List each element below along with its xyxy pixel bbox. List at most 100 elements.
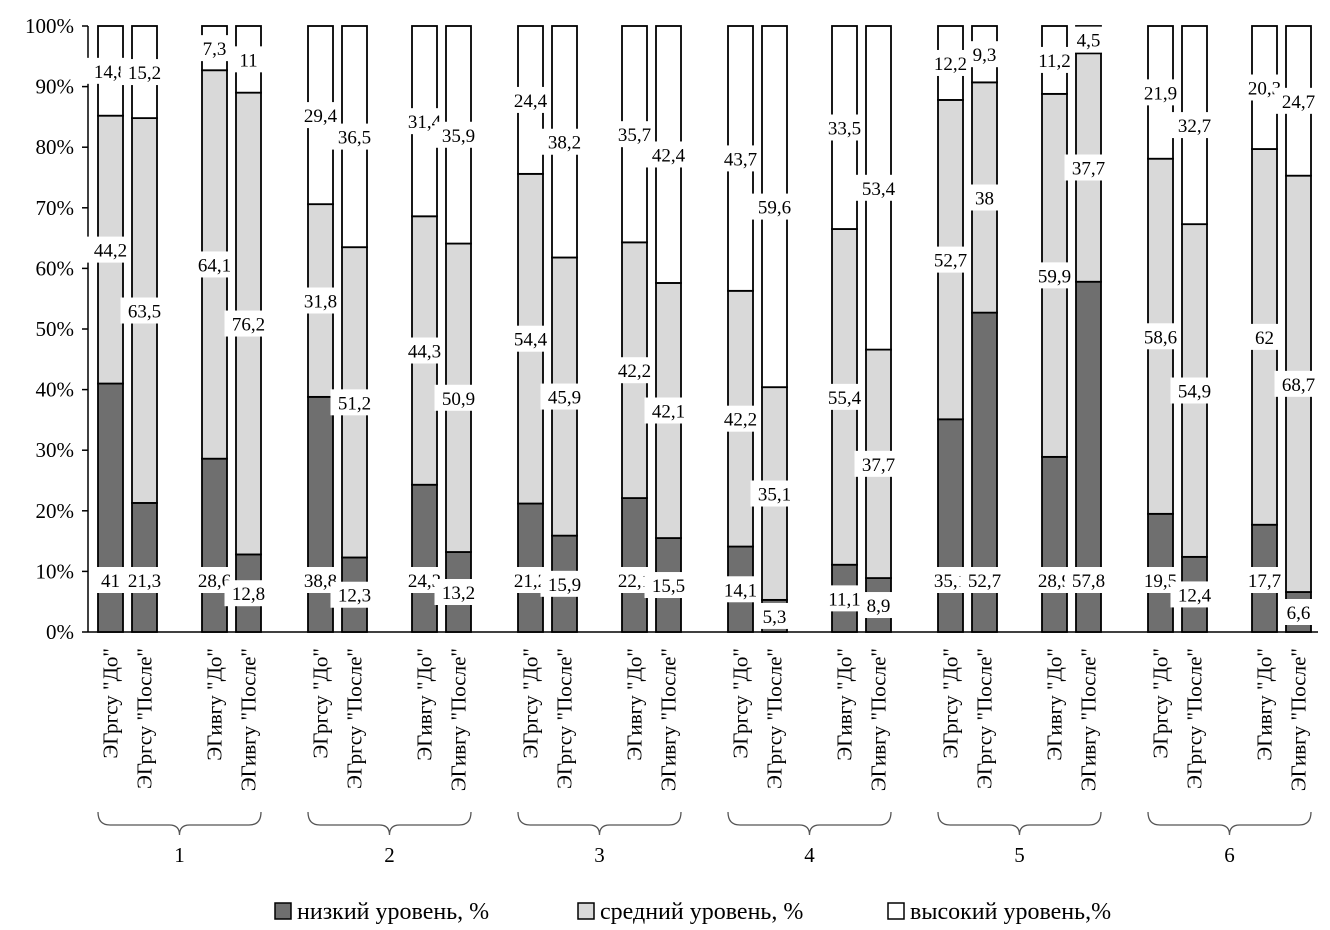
x-category-label: ЭГивгу "После" [657, 648, 681, 791]
group-brace [517, 811, 682, 836]
group-label: 4 [804, 843, 815, 867]
data-label-bg [1064, 154, 1113, 181]
group-label: 6 [1224, 843, 1235, 867]
data-label-high: 14,8 [94, 62, 127, 83]
bar-segment-low [1041, 455, 1068, 633]
data-label-bg [296, 287, 345, 314]
data-label-high: 42,4 [652, 145, 686, 166]
data-label-low: 12,8 [232, 584, 265, 605]
data-label-low: 19,5 [1144, 571, 1177, 592]
data-label-high: 59,6 [758, 198, 791, 219]
data-label-bg [120, 297, 169, 324]
data-label-bg [750, 193, 799, 220]
x-category-label: ЭГргсу "До" [939, 648, 963, 759]
y-tick-label: 90% [36, 75, 75, 99]
x-category-label: ЭГргсу "После" [133, 648, 157, 789]
data-label-mid: 45,9 [548, 388, 581, 409]
data-label-low: 15,5 [652, 576, 685, 597]
data-label-mid: 51,2 [338, 393, 371, 414]
x-category-label: ЭГивгу "До" [623, 648, 647, 761]
data-label-bg [120, 59, 169, 86]
data-label-low: 21,2 [514, 571, 547, 592]
y-tick-label: 0% [46, 620, 74, 644]
data-label-bg [644, 141, 693, 168]
data-label-bg [1064, 567, 1113, 593]
data-label-high: 53,4 [862, 179, 896, 200]
group-brace [307, 811, 472, 836]
data-label-bg [854, 174, 903, 201]
x-category-label: ЭГргсу "После" [553, 648, 577, 789]
y-tick-label: 60% [36, 256, 75, 280]
data-label-bg [96, 567, 125, 593]
y-tick-label: 40% [36, 378, 75, 402]
data-label-high: 33,5 [828, 119, 861, 140]
data-label-mid: 64,1 [198, 255, 231, 276]
x-category-label: ЭГивгу "После" [1287, 648, 1311, 791]
legend-label: средний уровень, % [600, 899, 803, 925]
data-label-mid: 42,2 [618, 361, 651, 382]
data-label-bg [716, 145, 765, 172]
data-label-low: 57,8 [1072, 571, 1105, 592]
data-label-bg [434, 579, 483, 606]
data-label-bg [1274, 87, 1323, 114]
data-label-mid: 59,9 [1038, 266, 1071, 287]
data-label-bg [1136, 79, 1185, 106]
data-label-low: 22,1 [618, 571, 651, 592]
bar-segment-low [307, 395, 334, 633]
x-category-label: ЭГргсу "После" [343, 648, 367, 789]
data-label-mid: 55,4 [828, 388, 862, 409]
data-label-high: 21,9 [1144, 83, 1177, 104]
data-label-low: 28,6 [198, 571, 231, 592]
group-brace [727, 811, 892, 836]
data-label-mid: 42,1 [652, 402, 685, 423]
x-category-label: ЭГргсу "До" [99, 648, 123, 759]
data-label-bg [540, 128, 589, 155]
data-label-bg [234, 46, 263, 73]
bar-segment-low [201, 457, 228, 633]
data-label-mid: 35,1 [758, 485, 791, 506]
data-label-bg [970, 184, 999, 211]
data-label-mid: 54,9 [1178, 382, 1211, 403]
data-label-low: 41 [101, 571, 120, 592]
data-label-bg [960, 567, 1009, 593]
data-label-bg [506, 86, 555, 113]
data-label-bg [506, 325, 555, 352]
x-category-label: ЭГивгу "До" [833, 648, 857, 761]
data-label-mid: 38 [975, 188, 994, 209]
data-label-low: 17,7 [1248, 571, 1281, 592]
legend-swatch [887, 902, 905, 920]
data-label-mid: 50,9 [442, 389, 475, 410]
legend-swatch [274, 902, 292, 920]
data-label-low: 12,4 [1178, 585, 1212, 606]
data-label-bg [1136, 323, 1185, 350]
data-label-high: 20,3 [1248, 79, 1281, 100]
bar-segment-low [937, 418, 964, 633]
x-category-label: ЭГивгу "До" [203, 648, 227, 761]
data-label-low: 21,3 [128, 571, 161, 592]
data-label-bg [224, 310, 273, 337]
data-label-low: 28,9 [1038, 571, 1071, 592]
data-label-high: 4,5 [1077, 31, 1101, 52]
data-label-bg [1170, 377, 1219, 404]
data-label-high: 29,4 [304, 106, 338, 127]
data-label-bg [854, 450, 903, 477]
data-label-bg [1279, 599, 1318, 626]
x-category-label: ЭГргсу "До" [729, 648, 753, 759]
data-label-low: 24,3 [408, 571, 441, 592]
data-label-low: 35,1 [934, 571, 967, 592]
data-label-mid: 58,6 [1144, 327, 1177, 348]
data-label-bg [330, 581, 379, 608]
bar-segment-low [97, 382, 124, 633]
x-category-label: ЭГивгу "До" [413, 648, 437, 761]
data-label-low: 14,1 [724, 580, 757, 601]
data-label-high: 11,2 [1038, 51, 1071, 72]
data-label-bg [1240, 567, 1289, 593]
data-label-mid: 76,2 [232, 315, 265, 336]
data-label-bg [755, 602, 794, 629]
data-label-high: 35,9 [442, 126, 475, 147]
data-label-high: 32,7 [1178, 116, 1211, 137]
x-category-label: ЭГргсу "После" [973, 648, 997, 789]
data-label-bg [190, 251, 239, 278]
x-category-label: ЭГргсу "До" [519, 648, 543, 759]
